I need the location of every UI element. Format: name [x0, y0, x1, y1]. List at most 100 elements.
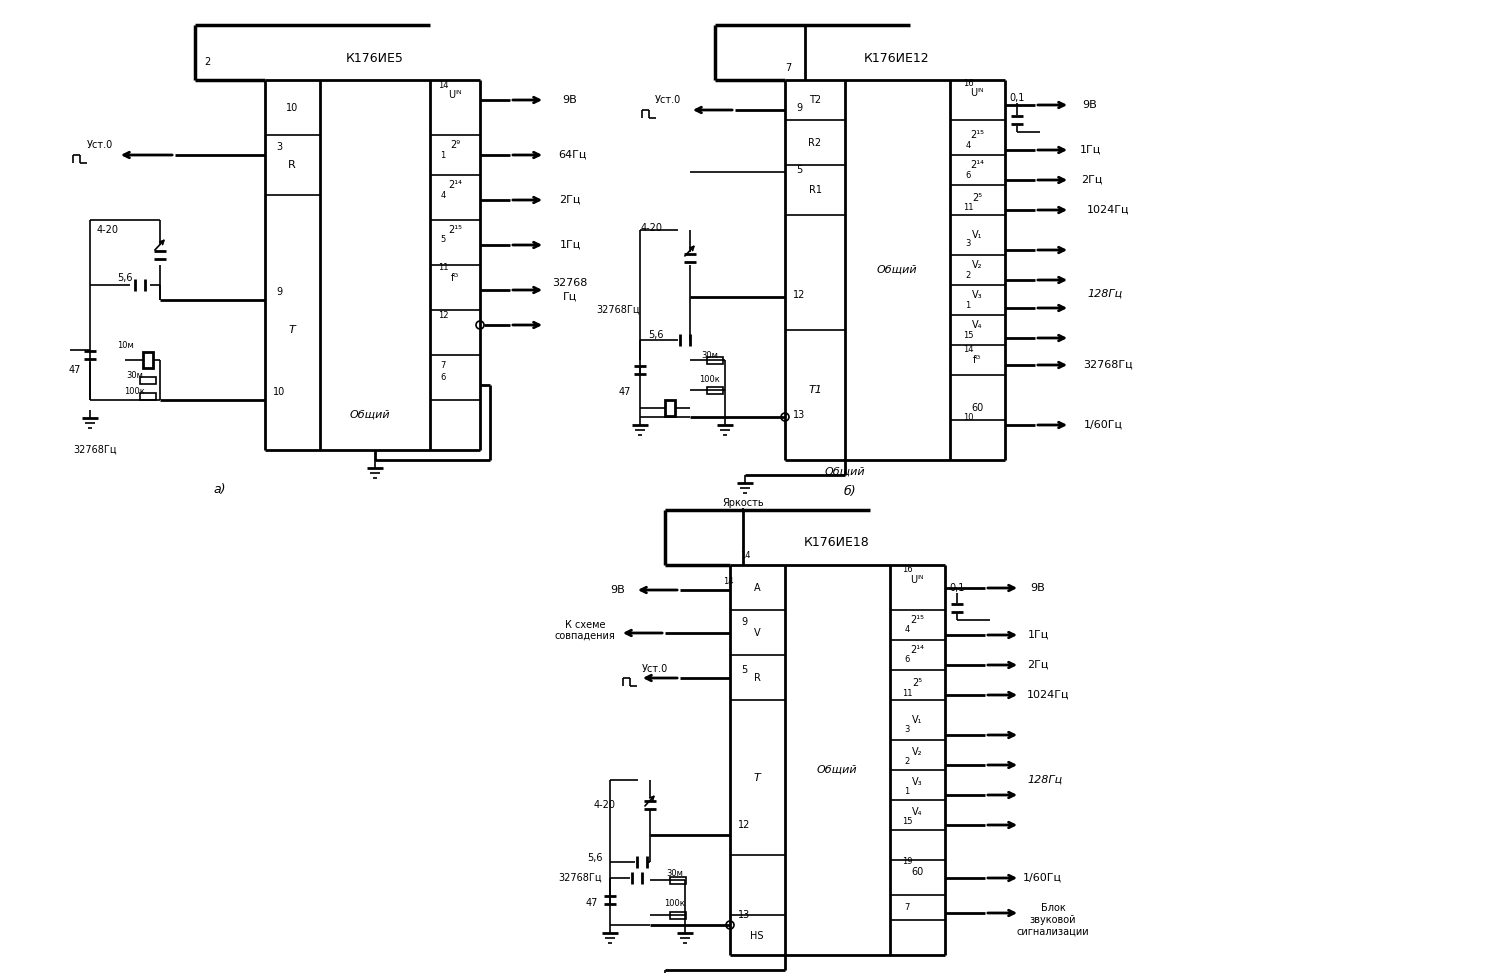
- Text: V₂: V₂: [972, 260, 983, 270]
- Text: Uᴵᴺ: Uᴵᴺ: [971, 88, 984, 98]
- Text: 7: 7: [440, 361, 446, 370]
- Text: 32768Гц: 32768Гц: [558, 873, 602, 883]
- Text: 1Гц: 1Гц: [1027, 630, 1048, 640]
- Text: A: A: [753, 583, 760, 593]
- Text: 9В: 9В: [562, 95, 577, 105]
- Bar: [669, 877, 686, 884]
- Text: 10: 10: [286, 103, 298, 113]
- Text: 1024Гц: 1024Гц: [1027, 690, 1069, 700]
- Text: 4: 4: [965, 140, 971, 150]
- Text: 1: 1: [440, 151, 446, 160]
- Text: 100к: 100к: [699, 376, 720, 384]
- Text: 47: 47: [586, 898, 598, 908]
- Text: 6: 6: [905, 656, 910, 665]
- Text: Уст.0: Уст.0: [86, 140, 113, 150]
- Text: fᴳ: fᴳ: [450, 273, 459, 283]
- Text: 5,6: 5,6: [587, 853, 602, 863]
- Text: 4-20: 4-20: [97, 225, 119, 235]
- Text: Uᴵᴺ: Uᴵᴺ: [449, 90, 462, 100]
- Text: 5: 5: [440, 235, 446, 244]
- Text: а): а): [213, 484, 227, 496]
- Text: 5,6: 5,6: [118, 273, 133, 283]
- Text: Общий: Общий: [877, 265, 917, 275]
- Text: 2: 2: [204, 57, 210, 67]
- Text: Общий: Общий: [817, 765, 857, 775]
- Text: 30м: 30м: [702, 350, 719, 359]
- Text: T: T: [289, 325, 295, 335]
- Text: 64Гц: 64Гц: [558, 150, 586, 160]
- Bar: [143, 352, 154, 368]
- Text: 1Гц: 1Гц: [559, 240, 580, 250]
- Text: 9В: 9В: [611, 585, 625, 595]
- Bar: [707, 387, 723, 394]
- Text: 14: 14: [438, 81, 449, 90]
- Text: 4-20: 4-20: [593, 800, 616, 810]
- Text: 11: 11: [963, 203, 974, 212]
- Text: 1: 1: [905, 787, 910, 797]
- Text: 2Гц: 2Гц: [559, 195, 580, 205]
- Text: 2⁵: 2⁵: [972, 193, 983, 203]
- Text: 2: 2: [965, 270, 971, 279]
- Text: 2¹⁴: 2¹⁴: [971, 160, 984, 170]
- Text: 30м: 30м: [127, 371, 143, 379]
- Text: 47: 47: [69, 365, 81, 375]
- Bar: [707, 357, 723, 364]
- Text: 15: 15: [902, 817, 912, 826]
- Text: 60: 60: [911, 867, 923, 877]
- Text: 2: 2: [905, 758, 910, 767]
- Text: 4-20: 4-20: [641, 223, 663, 233]
- Text: 10: 10: [963, 414, 974, 422]
- Text: 32768Гц: 32768Гц: [596, 305, 640, 315]
- Text: 47: 47: [619, 387, 631, 397]
- Text: V₄: V₄: [972, 320, 983, 330]
- Text: Уст.0: Уст.0: [655, 95, 681, 105]
- Text: 5: 5: [796, 165, 802, 175]
- Text: 10м: 10м: [116, 341, 133, 349]
- Text: V: V: [753, 628, 760, 638]
- Text: 32768Гц: 32768Гц: [1082, 360, 1133, 370]
- Text: 1/60Гц: 1/60Гц: [1023, 873, 1062, 883]
- Text: 0,1: 0,1: [1009, 93, 1024, 103]
- Text: 15: 15: [963, 331, 974, 340]
- Text: 5,6: 5,6: [649, 330, 663, 340]
- Text: 4: 4: [440, 191, 446, 199]
- Text: V₃: V₃: [911, 777, 923, 787]
- Text: 2¹⁴: 2¹⁴: [910, 645, 924, 655]
- Text: НS: НS: [750, 931, 763, 941]
- Bar: [140, 393, 157, 400]
- Text: 2¹⁴: 2¹⁴: [447, 180, 462, 190]
- Text: fᴳ: fᴳ: [974, 355, 981, 365]
- Text: К схеме: К схеме: [565, 620, 605, 630]
- Text: 11: 11: [438, 264, 449, 272]
- Text: 30м: 30м: [666, 869, 683, 878]
- Text: 32768Гц: 32768Гц: [73, 445, 116, 455]
- Text: 12: 12: [738, 820, 750, 830]
- Text: 10: 10: [273, 387, 285, 397]
- Text: 1: 1: [965, 301, 971, 309]
- Text: 16: 16: [902, 565, 912, 574]
- Text: 100к: 100к: [125, 387, 146, 397]
- Text: 11: 11: [902, 689, 912, 698]
- Text: 7: 7: [784, 63, 792, 73]
- Text: 2¹⁵: 2¹⁵: [447, 225, 462, 235]
- Text: V₄: V₄: [912, 807, 923, 817]
- Text: 6: 6: [440, 374, 446, 382]
- Text: 128Гц: 128Гц: [1027, 775, 1063, 785]
- Text: Общий: Общий: [825, 467, 865, 477]
- Bar: [140, 377, 157, 384]
- Text: К176ИЕ12: К176ИЕ12: [865, 52, 930, 64]
- Text: R: R: [288, 160, 295, 170]
- Text: звуковой: звуковой: [1030, 915, 1077, 925]
- Text: R: R: [753, 673, 760, 683]
- Text: V₁: V₁: [972, 230, 983, 240]
- Text: 14: 14: [740, 551, 750, 559]
- Text: T1: T1: [808, 385, 822, 395]
- Text: 13: 13: [738, 910, 750, 920]
- Text: T: T: [753, 773, 760, 783]
- Text: 2Гц: 2Гц: [1027, 660, 1048, 670]
- Text: 12: 12: [793, 290, 805, 300]
- Text: б): б): [844, 486, 856, 498]
- Bar: [665, 400, 675, 416]
- Text: R2: R2: [808, 138, 822, 148]
- Text: 9: 9: [796, 103, 802, 113]
